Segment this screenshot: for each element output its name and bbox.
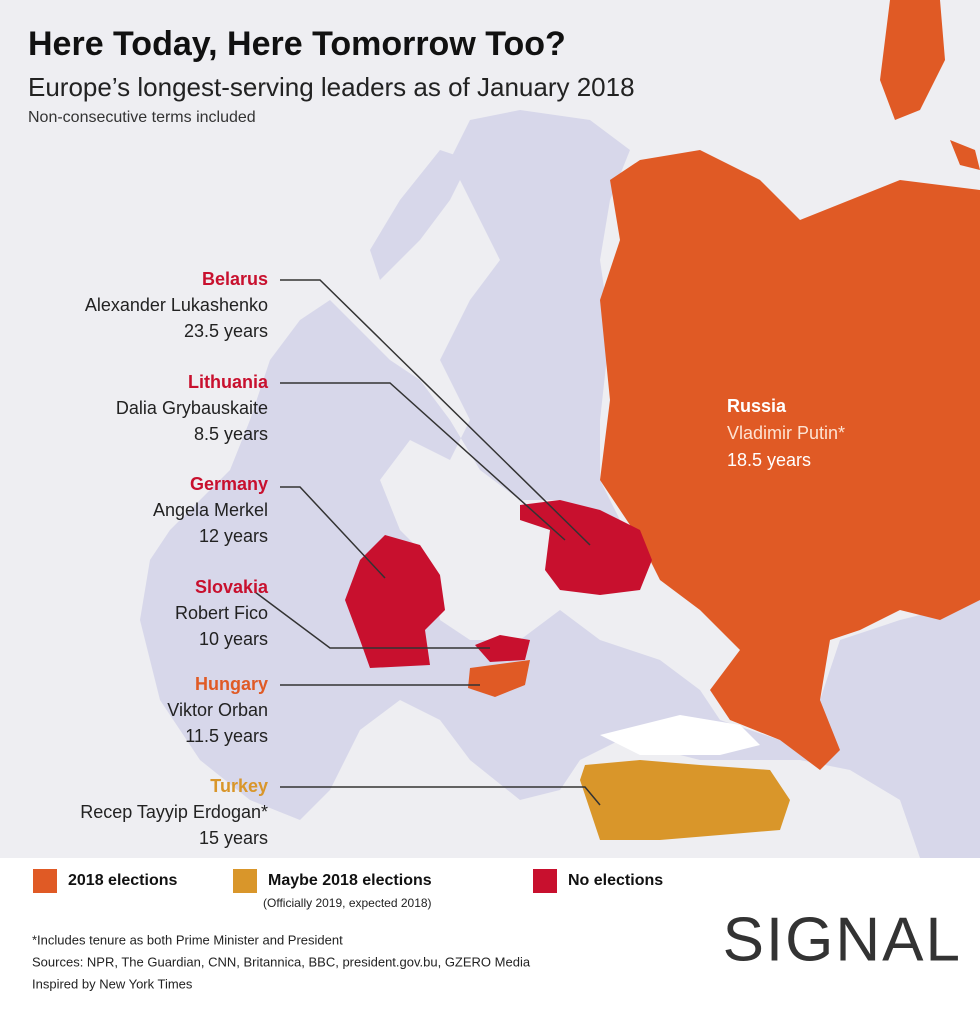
leader-line — [280, 486, 386, 579]
tenure: 12 years — [199, 526, 268, 546]
leader-name: Angela Merkel — [153, 500, 268, 520]
russia-leader: Vladimir Putin* — [727, 423, 845, 443]
logo: SIGNAL — [723, 905, 962, 974]
country-name: Germany — [190, 474, 268, 494]
subtitle: Europe’s longest-serving leaders as of J… — [28, 72, 635, 102]
country-name: Turkey — [210, 776, 268, 796]
tenure: 8.5 years — [194, 424, 268, 444]
legend-swatch — [533, 869, 557, 893]
title: Here Today, Here Tomorrow Too? — [28, 25, 566, 63]
footer-line: Sources: NPR, The Guardian, CNN, Britann… — [32, 954, 531, 969]
turkey-shape — [580, 760, 790, 840]
leader-name: Viktor Orban — [167, 700, 268, 720]
legend-label: No elections — [568, 872, 663, 889]
legend-label: 2018 elections — [68, 872, 178, 889]
germany-shape — [345, 535, 445, 668]
country-name: Lithuania — [188, 372, 269, 392]
belarus-lithuania-shape — [520, 500, 652, 595]
country-name: Hungary — [195, 674, 268, 694]
leader-name: Alexander Lukashenko — [85, 295, 268, 315]
footer-line: *Includes tenure as both Prime Minister … — [32, 932, 343, 947]
country-name: Slovakia — [195, 577, 269, 597]
tenure: 11.5 years — [185, 726, 268, 746]
legend-label: Maybe 2018 elections — [268, 872, 432, 889]
leader-line — [280, 382, 566, 541]
legend-swatch — [233, 869, 257, 893]
black-sea — [600, 715, 760, 755]
leader-line — [280, 786, 601, 806]
russia-country: Russia — [727, 396, 787, 416]
note: Non-consecutive terms included — [28, 109, 256, 126]
leader-name: Dalia Grybauskaite — [116, 398, 268, 418]
leader-line — [254, 591, 490, 649]
country-name: Belarus — [202, 269, 268, 289]
footer-line: Inspired by New York Times — [32, 976, 193, 991]
russia-tenure: 18.5 years — [727, 450, 811, 470]
tenure: 23.5 years — [184, 321, 268, 341]
europe-land — [140, 110, 980, 858]
russia-shape — [600, 0, 980, 770]
legend-swatch — [33, 869, 57, 893]
leader-name: Recep Tayyip Erdogan* — [80, 802, 268, 822]
tenure: 10 years — [199, 629, 268, 649]
slovakia-shape — [475, 635, 530, 662]
hungary-shape — [468, 660, 530, 697]
leader-name: Robert Fico — [175, 603, 268, 623]
legend-sublabel: (Officially 2019, expected 2018) — [263, 896, 432, 910]
leader-line — [280, 279, 591, 546]
tenure: 15 years — [199, 828, 268, 848]
